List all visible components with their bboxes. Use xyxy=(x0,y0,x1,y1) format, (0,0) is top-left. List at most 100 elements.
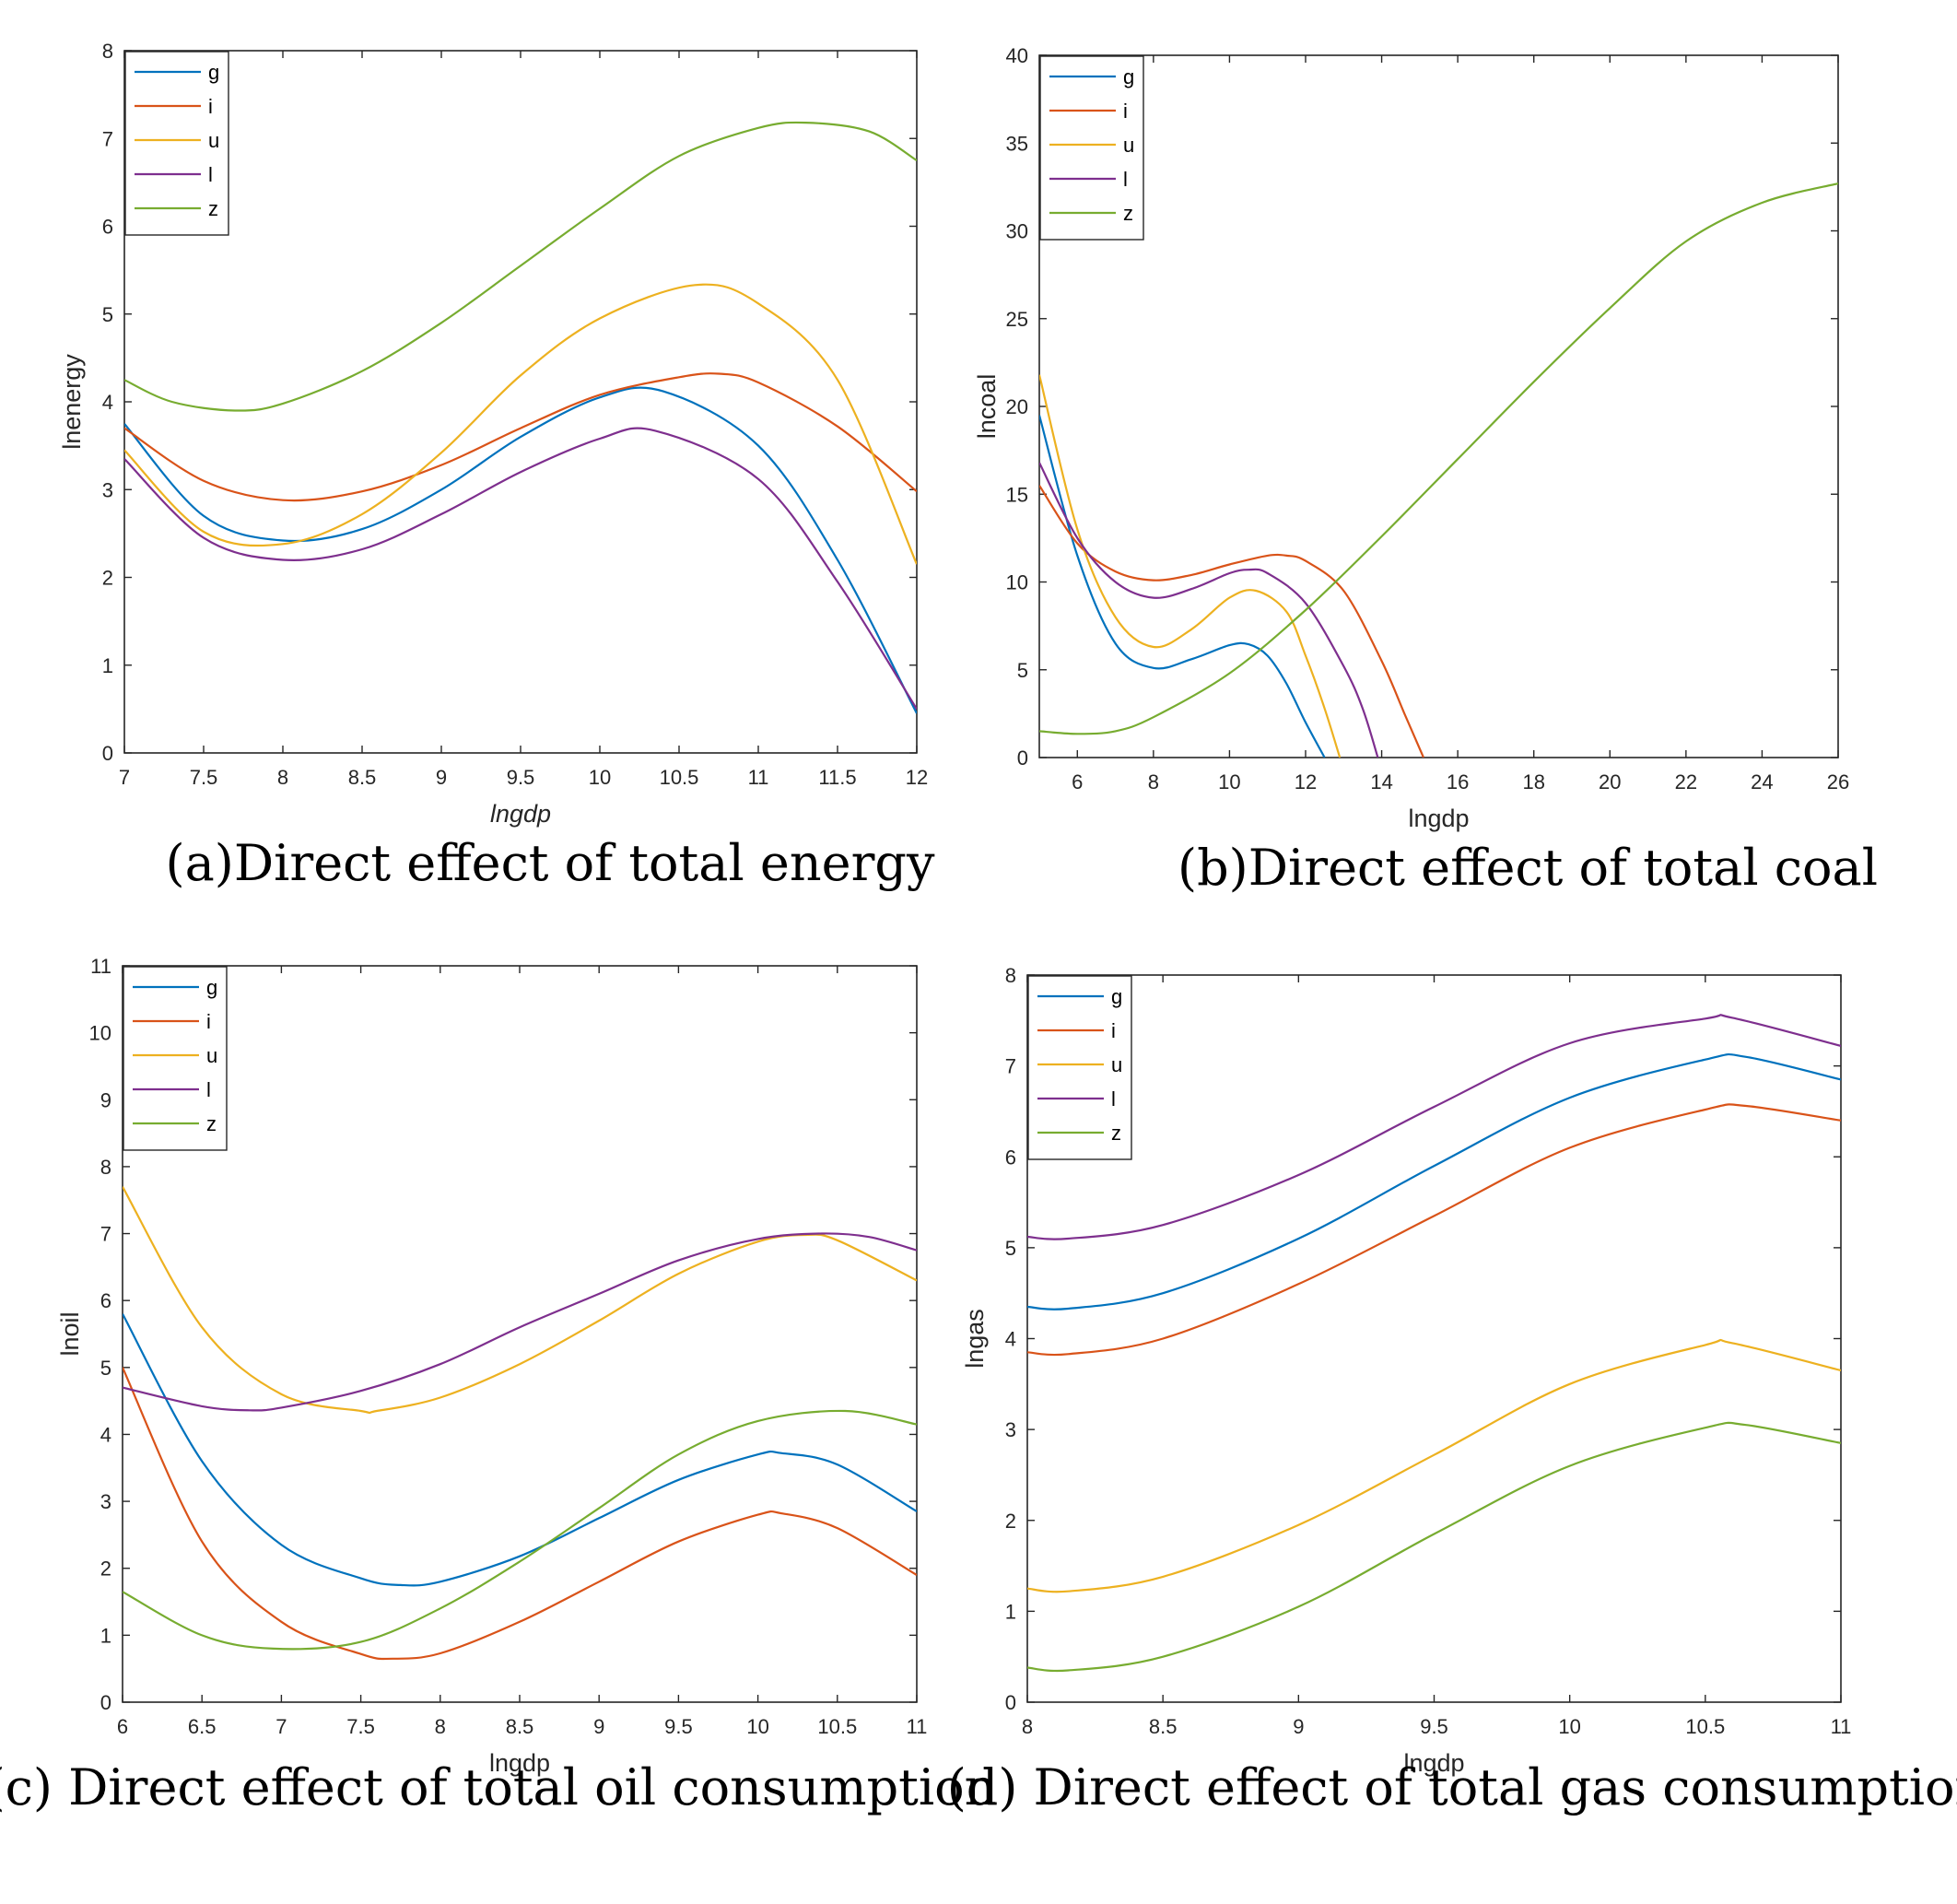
caption: (a)Direct effect of total energy xyxy=(166,834,935,892)
plot-area xyxy=(1027,1014,1841,1673)
x-tick-label: 26 xyxy=(1827,770,1849,793)
series-line-g xyxy=(1039,415,1326,758)
y-tick-label: 6 xyxy=(100,1289,111,1312)
y-tick-label: 40 xyxy=(1006,44,1028,67)
x-axis-label: lngdp xyxy=(1408,805,1469,832)
axes-box xyxy=(122,965,918,1703)
x-tick-label: 7.5 xyxy=(346,1715,375,1738)
y-tick-label: 3 xyxy=(1005,1418,1016,1441)
legend-label: g xyxy=(1123,65,1134,88)
x-tick-label: 9.5 xyxy=(664,1715,693,1738)
y-tick-label: 30 xyxy=(1006,220,1028,243)
x-tick-label: 14 xyxy=(1370,770,1392,793)
y-tick-label: 5 xyxy=(102,303,113,326)
legend-label: g xyxy=(206,976,217,999)
y-tick-label: 7 xyxy=(1005,1055,1016,1078)
x-tick-label: 24 xyxy=(1751,770,1773,793)
y-tick-label: 7 xyxy=(102,127,113,150)
legend-box xyxy=(124,51,229,236)
series-line-l xyxy=(124,427,917,710)
x-tick-label: 6 xyxy=(1072,770,1083,793)
legend-label: u xyxy=(208,129,219,152)
series-line-z xyxy=(123,1409,917,1651)
y-axis-label: lnoil xyxy=(56,1311,84,1356)
caption: (c) Direct effect of total oil consumpti… xyxy=(0,1758,996,1816)
x-tick-label: 11.5 xyxy=(818,766,856,789)
x-tick-label: 10 xyxy=(1558,1715,1580,1738)
series-line-i xyxy=(123,1367,917,1661)
x-tick-label: 8 xyxy=(1022,1715,1033,1738)
legend-label: l xyxy=(206,1078,211,1101)
y-tick-label: 3 xyxy=(102,478,113,501)
series-line-g xyxy=(123,1313,917,1587)
caption: (b)Direct effect of total coal xyxy=(1178,839,1878,897)
y-tick-label: 35 xyxy=(1006,132,1028,155)
y-axis-label: lnenergy xyxy=(58,354,86,450)
legend-label: l xyxy=(208,163,213,186)
x-tick-label: 8 xyxy=(435,1715,446,1738)
x-tick-label: 10 xyxy=(589,766,611,789)
x-tick-label: 11 xyxy=(1831,1715,1852,1738)
y-tick-label: 5 xyxy=(1005,1237,1016,1260)
series-line-u xyxy=(1027,1338,1841,1593)
series-line-i xyxy=(124,372,917,502)
x-axis-label: lngdp xyxy=(490,800,551,828)
series-line-l xyxy=(123,1232,917,1412)
y-axis-label: lncoal xyxy=(973,374,1001,440)
legend-label: z xyxy=(206,1112,217,1135)
x-tick-label: 7.5 xyxy=(190,766,218,789)
y-tick-label: 9 xyxy=(100,1088,111,1111)
x-tick-label: 12 xyxy=(1295,770,1317,793)
series-line-i xyxy=(1027,1103,1841,1357)
legend-label: z xyxy=(1111,1122,1121,1145)
x-tick-label: 9 xyxy=(1293,1715,1304,1738)
x-tick-label: 7 xyxy=(275,1715,287,1738)
x-tick-label: 10 xyxy=(746,1715,768,1738)
plot-area xyxy=(124,121,917,714)
y-tick-label: 4 xyxy=(100,1423,111,1446)
x-tick-label: 9 xyxy=(436,766,447,789)
y-tick-label: 11 xyxy=(90,955,111,978)
x-tick-label: 9.5 xyxy=(1420,1715,1448,1738)
legend-label: z xyxy=(208,197,218,220)
y-tick-label: 20 xyxy=(1006,395,1028,418)
series-line-z xyxy=(124,121,917,412)
panel-gas: 8 8.5 9 9.5 10 10.5 11 0 1 2 3 4 5 6 7 8 lngdp lngas giulz… xyxy=(947,964,1957,1816)
panel-coal: 6 8 10 12 14 16 18 20 22 24 26 0 5 10 15 20 25 30 35 40 lngd… xyxy=(973,44,1878,897)
legend-box xyxy=(123,966,228,1151)
legend-label: l xyxy=(1123,168,1128,191)
legend-label: i xyxy=(1111,1019,1116,1042)
plot-area xyxy=(123,1186,917,1661)
y-tick-label: 2 xyxy=(100,1557,111,1581)
x-tick-label: 10.5 xyxy=(817,1715,857,1738)
x-tick-label: 10 xyxy=(1218,770,1240,793)
y-tick-label: 0 xyxy=(102,742,113,765)
y-tick-label: 4 xyxy=(102,391,113,414)
y-tick-label: 5 xyxy=(100,1357,111,1380)
series-line-z xyxy=(1027,1421,1841,1673)
y-tick-label: 10 xyxy=(1006,571,1028,594)
axes-box xyxy=(123,50,918,754)
panel-energy: 7 7.5 8 8.5 9 9.5 10 10.5 11 11.5 12012345678lngdp… xyxy=(58,40,935,892)
series-line-l xyxy=(1027,1014,1841,1240)
y-tick-label: 5 xyxy=(1017,659,1028,682)
y-tick-label: 8 xyxy=(102,40,113,63)
y-tick-label: 0 xyxy=(100,1691,111,1714)
x-tick-label: 8 xyxy=(1148,770,1159,793)
x-tick-label: 9.5 xyxy=(507,766,535,789)
legend-label: u xyxy=(1111,1053,1122,1076)
y-tick-label: 4 xyxy=(1005,1328,1016,1351)
legend-label: z xyxy=(1123,202,1133,225)
x-tick-label: 11 xyxy=(907,1715,928,1738)
y-tick-label: 6 xyxy=(102,216,113,239)
y-tick-label: 25 xyxy=(1006,308,1028,331)
legend-label: i xyxy=(1123,100,1128,123)
y-tick-label: 1 xyxy=(102,654,113,677)
axes-box xyxy=(1026,974,1842,1703)
y-tick-label: 7 xyxy=(100,1223,111,1246)
series-line-l xyxy=(1039,462,1379,758)
series-line-u xyxy=(1039,374,1342,758)
